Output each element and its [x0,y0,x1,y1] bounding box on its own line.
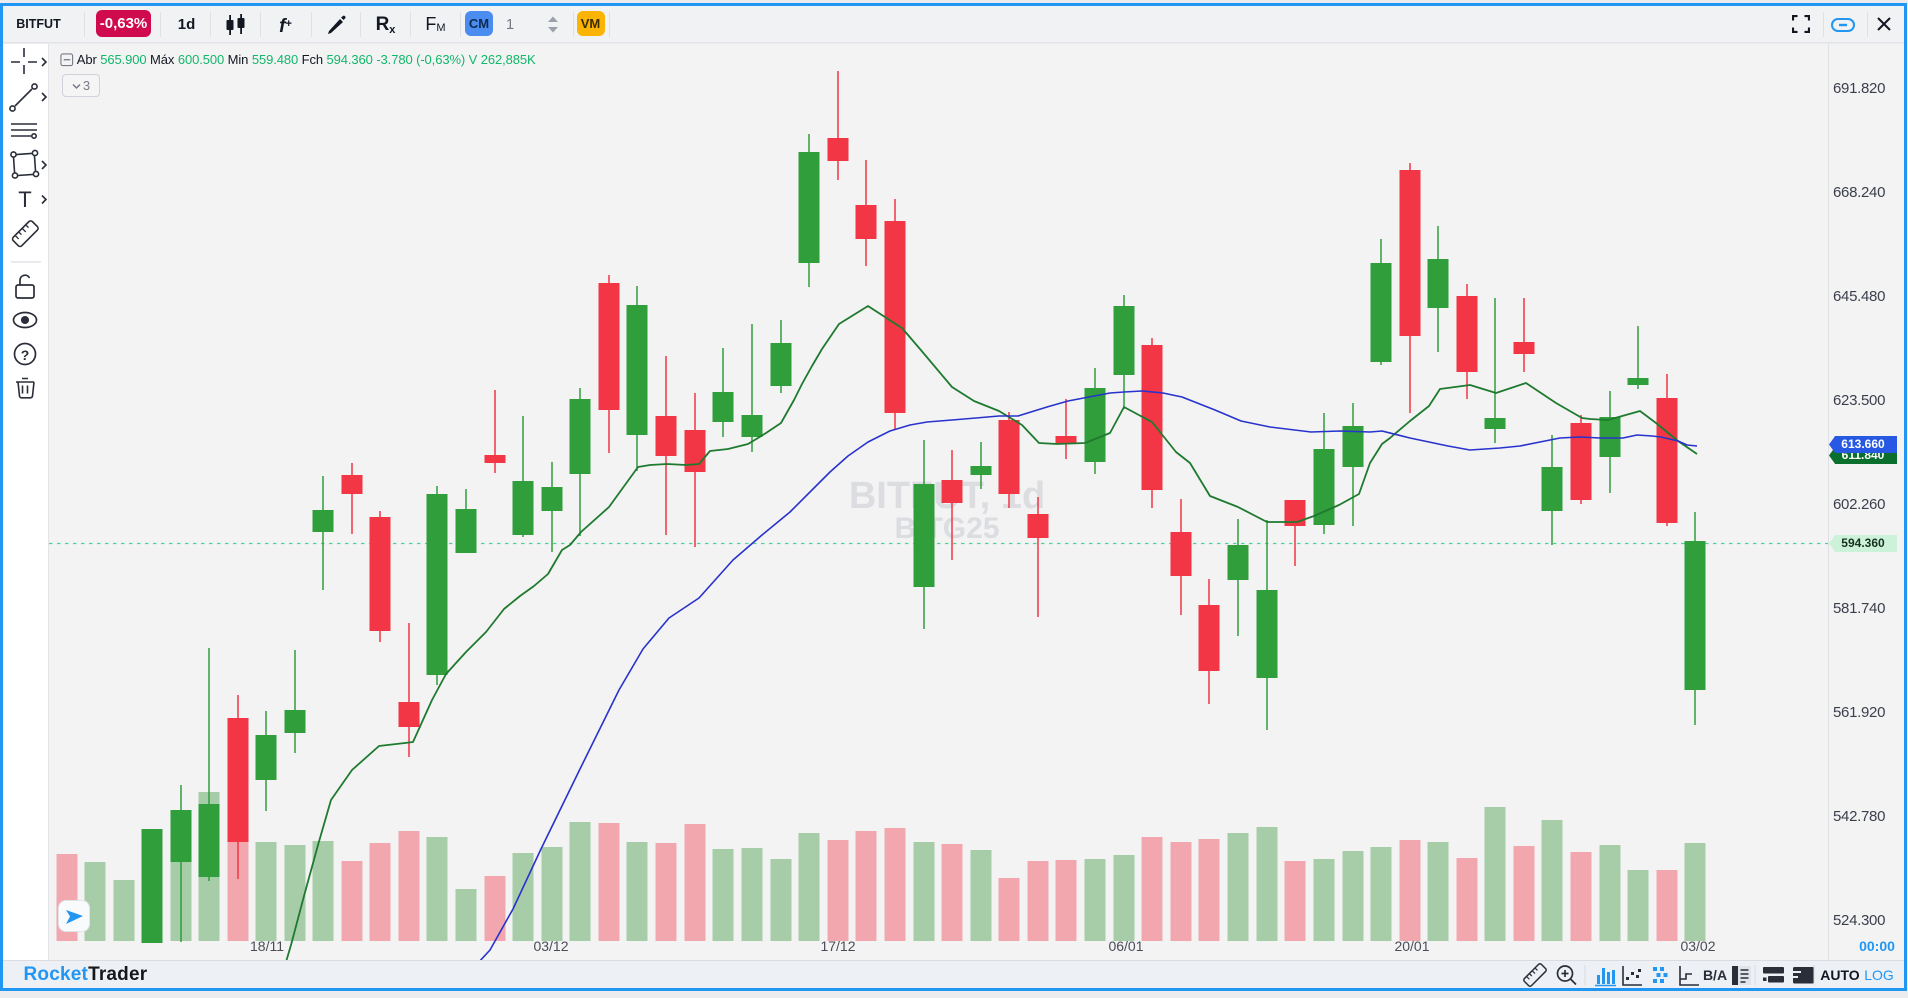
svg-text:LOG: LOG [1864,967,1894,983]
svg-text:B/A: B/A [1702,967,1726,983]
svg-text:AUTO: AUTO [1820,967,1860,983]
svg-text:?: ? [20,347,29,363]
svg-text:BITG25: BITG25 [894,512,999,545]
svg-text:T: T [18,187,31,212]
